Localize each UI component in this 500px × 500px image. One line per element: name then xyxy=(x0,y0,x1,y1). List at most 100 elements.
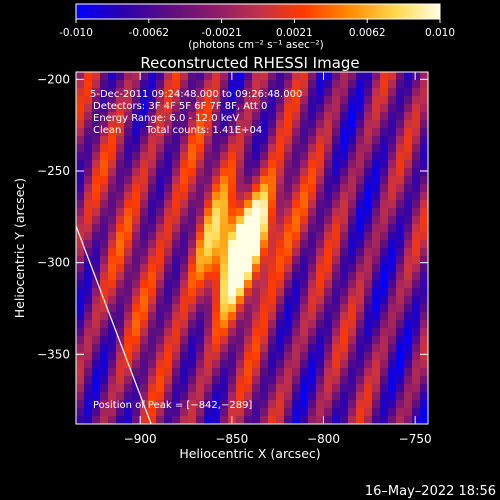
heatmap-cell xyxy=(380,336,389,345)
heatmap-cell xyxy=(132,168,141,177)
heatmap-cell xyxy=(140,80,149,89)
heatmap-cell xyxy=(308,104,317,113)
heatmap-cell xyxy=(380,136,389,145)
heatmap-cell xyxy=(204,368,213,377)
heatmap-cell xyxy=(148,96,157,105)
heatmap-cell xyxy=(100,160,109,169)
heatmap-cell xyxy=(300,240,309,249)
heatmap-cell xyxy=(108,72,117,81)
heatmap-cell xyxy=(332,240,341,249)
heatmap-cell xyxy=(228,392,237,401)
heatmap-cell xyxy=(372,296,381,305)
heatmap-cell xyxy=(332,248,341,257)
heatmap-cell xyxy=(156,192,165,201)
heatmap-cell xyxy=(204,104,213,113)
heatmap-cell xyxy=(196,352,205,361)
heatmap-cell xyxy=(404,264,413,273)
heatmap-cell xyxy=(180,256,189,265)
heatmap-cell xyxy=(380,312,389,321)
heatmap-cell xyxy=(380,280,389,289)
heatmap-cell xyxy=(156,232,165,241)
heatmap-cell xyxy=(284,320,293,329)
heatmap-cell xyxy=(276,232,285,241)
heatmap-cell xyxy=(404,96,413,105)
heatmap-cell xyxy=(324,184,333,193)
heatmap-cell xyxy=(300,120,309,129)
heatmap-cell xyxy=(172,184,181,193)
heatmap-cell xyxy=(412,112,421,121)
heatmap-cell xyxy=(188,392,197,401)
heatmap-cell xyxy=(404,184,413,193)
heatmap-cell xyxy=(260,368,269,377)
heatmap-cell xyxy=(308,280,317,289)
heatmap-cell xyxy=(316,416,325,424)
heatmap-cell xyxy=(172,408,181,417)
heatmap-cell xyxy=(404,272,413,281)
heatmap-cell xyxy=(108,88,117,97)
heatmap-cell xyxy=(348,280,357,289)
heatmap-cell xyxy=(268,168,277,177)
heatmap-cell xyxy=(228,128,237,137)
heatmap-cell xyxy=(316,392,325,401)
heatmap-cell xyxy=(276,416,285,424)
heatmap-cell xyxy=(140,128,149,137)
heatmap-cell xyxy=(412,120,421,129)
heatmap-cell xyxy=(140,312,149,321)
heatmap-cell xyxy=(276,256,285,265)
heatmap-cell xyxy=(268,80,277,89)
heatmap-cell xyxy=(140,232,149,241)
heatmap-cell xyxy=(188,72,197,81)
heatmap-cell xyxy=(340,288,349,297)
heatmap-cell xyxy=(148,248,157,257)
heatmap-cell xyxy=(292,128,301,137)
heatmap-cell xyxy=(180,360,189,369)
heatmap-cell xyxy=(188,216,197,225)
total-counts-annotation: Total counts: 1.41E+04 xyxy=(145,125,262,136)
heatmap-cell xyxy=(188,408,197,417)
heatmap-cell xyxy=(188,128,197,137)
heatmap-cell xyxy=(172,112,181,121)
heatmap-cell xyxy=(212,96,221,105)
heatmap-cell xyxy=(212,360,221,369)
heatmap-cell xyxy=(92,320,101,329)
heatmap-cell xyxy=(268,360,277,369)
heatmap-cell xyxy=(196,176,205,185)
heatmap-cell xyxy=(172,352,181,361)
heatmap-cell xyxy=(116,360,125,369)
heatmap-cell xyxy=(92,184,101,193)
heatmap-cell xyxy=(332,256,341,265)
heatmap-cell xyxy=(100,120,109,129)
heatmap-cell xyxy=(348,272,357,281)
heatmap-cell xyxy=(100,240,109,249)
heatmap-cell xyxy=(284,80,293,89)
heatmap-cell xyxy=(124,208,133,217)
heatmap-cell xyxy=(76,120,85,129)
heatmap-cell xyxy=(172,120,181,129)
heatmap-cell xyxy=(260,384,269,393)
heatmap-cell xyxy=(332,232,341,241)
heatmap-cell xyxy=(252,120,261,129)
heatmap-cell xyxy=(284,240,293,249)
heatmap-cell xyxy=(212,344,221,353)
heatmap-cell xyxy=(228,88,237,97)
heatmap-cell xyxy=(276,168,285,177)
heatmap-cell xyxy=(132,352,141,361)
heatmap-cell xyxy=(300,128,309,137)
heatmap-cell xyxy=(100,272,109,281)
heatmap-cell xyxy=(140,336,149,345)
heatmap-cell xyxy=(188,176,197,185)
heatmap-cell xyxy=(92,272,101,281)
heatmap-cell xyxy=(84,248,93,257)
heatmap-cell xyxy=(140,192,149,201)
heatmap-cell xyxy=(148,392,157,401)
heatmap-cell xyxy=(172,288,181,297)
heatmap-cell xyxy=(172,248,181,257)
heatmap-cell xyxy=(412,136,421,145)
heatmap-cell xyxy=(324,176,333,185)
heatmap-cell xyxy=(324,304,333,313)
heatmap-cell xyxy=(308,264,317,273)
heatmap-cell xyxy=(276,320,285,329)
heatmap-cell xyxy=(364,312,373,321)
heatmap-cell xyxy=(372,328,381,337)
heatmap-cell xyxy=(268,248,277,257)
